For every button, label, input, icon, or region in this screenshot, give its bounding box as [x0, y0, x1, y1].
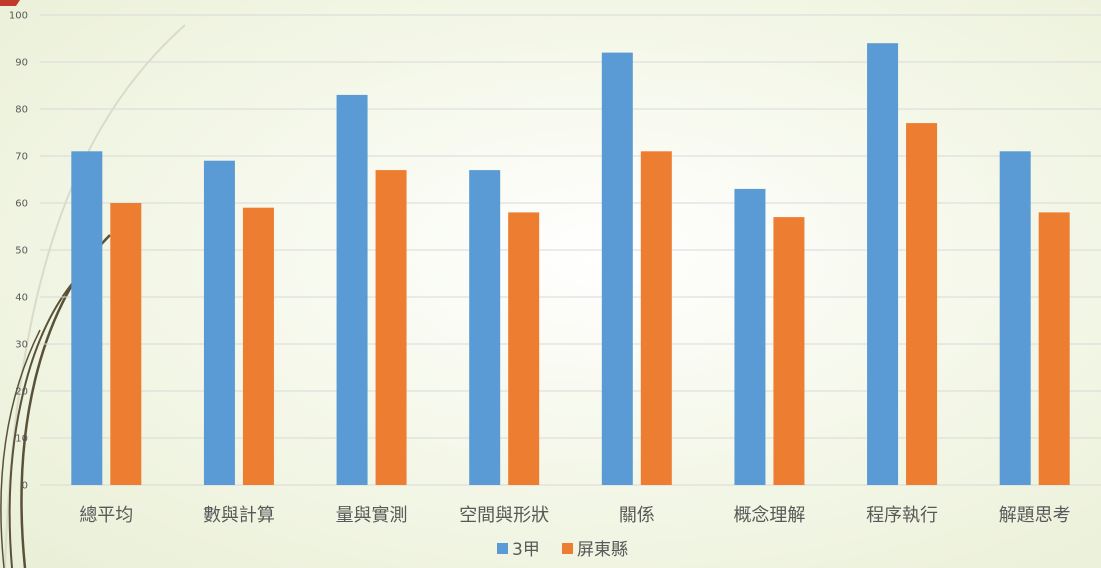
- corner-accent: [0, 0, 20, 6]
- bar-series-2: [375, 170, 407, 485]
- y-tick-label: 0: [22, 481, 28, 492]
- bar-series-1: [336, 94, 368, 486]
- y-tick-label: 100: [9, 11, 28, 22]
- bar-series-1: [867, 43, 899, 485]
- x-tick-label: 程序執行: [866, 505, 938, 526]
- bar-series-1: [203, 160, 235, 485]
- x-tick-label: 量與實測: [336, 505, 408, 526]
- legend: 3甲 屏東縣: [497, 540, 628, 560]
- bar-series-2: [110, 203, 142, 485]
- bar-series-1: [71, 151, 103, 486]
- legend-swatch: [497, 543, 508, 554]
- bar-series-2: [242, 207, 274, 485]
- bar-series-1: [999, 151, 1031, 486]
- x-axis: 總平均 數與計算 量與實測 空間與形狀 關係 概念理解 程序執行 解題思考: [79, 504, 1070, 526]
- y-tick-label: 50: [15, 246, 28, 257]
- y-tick-label: 70: [15, 152, 28, 163]
- bar-series-2: [640, 151, 672, 486]
- x-tick-label: 數與計算: [203, 505, 275, 526]
- y-tick-label: 80: [15, 105, 28, 116]
- y-tick-label: 40: [15, 293, 28, 304]
- bar-series-1: [469, 170, 501, 485]
- y-tick-label: 20: [15, 387, 28, 398]
- y-tick-label: 10: [15, 434, 28, 445]
- y-tick-label: 30: [15, 340, 28, 351]
- bar-series-1: [601, 52, 633, 485]
- bar-series-2: [508, 212, 540, 485]
- bar-series-2: [906, 123, 938, 485]
- bar-series-2: [1038, 212, 1070, 485]
- bar-series-1: [734, 188, 766, 485]
- bar-series-2: [773, 217, 805, 485]
- y-tick-label: 90: [15, 58, 28, 69]
- legend-swatch: [562, 543, 573, 554]
- x-tick-label: 關係: [619, 505, 655, 526]
- y-axis: 0 10 20 30 40 50 60 70 80 90 100: [9, 11, 28, 492]
- x-tick-label: 解題思考: [999, 505, 1071, 526]
- legend-label: 屏東縣: [577, 540, 628, 560]
- bars: [71, 43, 1070, 486]
- y-tick-label: 60: [15, 199, 28, 210]
- x-tick-label: 總平均: [79, 505, 133, 526]
- x-tick-label: 空間與形狀: [459, 505, 549, 526]
- legend-label: 3甲: [512, 540, 540, 560]
- grid-lines: [40, 14, 1101, 486]
- x-tick-label: 概念理解: [733, 504, 805, 526]
